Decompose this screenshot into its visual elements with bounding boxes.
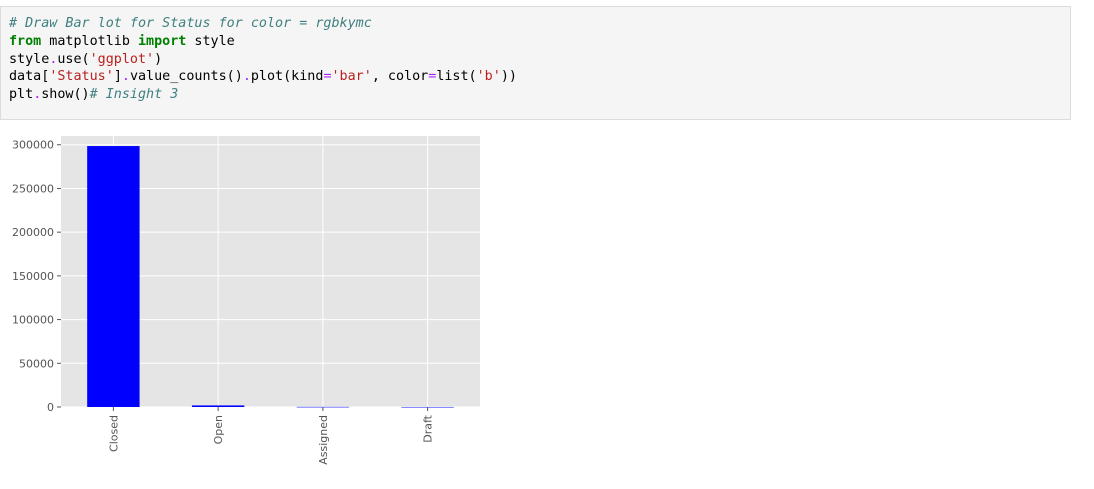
code-line: from matplotlib import style <box>9 34 235 49</box>
code-editor[interactable]: # Draw Bar lot for Status for color = rg… <box>1 7 1070 104</box>
code-token: 'Status' <box>49 69 114 85</box>
cell-output: 0 50000 100000 150000 200000 250000 300000 Clo… <box>0 128 500 487</box>
code-token: . <box>121 69 130 85</box>
y-tick-label: 100000 <box>12 314 54 327</box>
bar-chart: 0 50000 100000 150000 200000 250000 300000 Clo… <box>12 136 480 465</box>
code-token: from <box>9 33 42 49</box>
code-token: . <box>33 87 42 103</box>
code-token: )) <box>500 69 517 85</box>
y-axis: 0 50000 100000 150000 200000 250000 300000 <box>12 139 61 414</box>
x-tick-label-closed: Closed <box>107 415 120 452</box>
code-token: 'ggplot' <box>89 51 155 67</box>
code-line: style.use('ggplot') <box>9 52 162 67</box>
code-token: , color <box>371 69 429 85</box>
code-token: 'b' <box>476 69 501 85</box>
x-tick-label-draft: Draft <box>422 414 435 442</box>
x-axis: Closed Open Assigned Draft <box>107 407 435 465</box>
code-token: # Draw Bar lot for Status for color = rg… <box>9 16 372 31</box>
code-token: ] <box>113 69 122 85</box>
code-token: plot(kind <box>250 69 324 85</box>
code-token: use( <box>57 51 90 67</box>
code-token: . <box>49 51 58 67</box>
code-token: import <box>138 33 187 49</box>
y-tick-label: 0 <box>47 401 54 414</box>
code-token: = <box>428 69 437 85</box>
x-tick-label-assigned: Assigned <box>317 415 330 465</box>
code-line: plt.show()# Insight 3 <box>9 87 178 102</box>
code-cell[interactable]: # Draw Bar lot for Status for color = rg… <box>0 6 1071 120</box>
y-tick-label: 250000 <box>12 182 54 195</box>
code-token: value_counts() <box>129 69 243 85</box>
code-token: ) <box>154 51 163 67</box>
bars <box>87 146 454 408</box>
code-token: matplotlib <box>41 33 138 49</box>
y-tick-label: 200000 <box>12 226 54 239</box>
code-line: # Draw Bar lot for Status for color = rg… <box>9 16 372 31</box>
y-tick-label: 300000 <box>12 139 54 152</box>
code-token: # Insight 3 <box>89 87 179 103</box>
code-token: = <box>323 69 332 85</box>
code-token: style <box>9 51 50 67</box>
code-token: 'bar' <box>331 69 372 85</box>
code-token: show() <box>41 87 90 103</box>
code-token: list( <box>436 69 477 85</box>
x-tick-label-open: Open <box>212 415 225 444</box>
code-line: data['Status'].value_counts().plot(kind=… <box>9 69 517 84</box>
code-token: data[ <box>9 69 50 85</box>
code-token: plt <box>9 87 34 103</box>
code-token: style <box>186 33 235 49</box>
code-token: . <box>242 69 251 85</box>
y-tick-label: 50000 <box>19 357 54 370</box>
y-tick-label: 150000 <box>12 270 54 283</box>
bar-closed <box>87 146 140 407</box>
bar-open <box>191 405 245 407</box>
